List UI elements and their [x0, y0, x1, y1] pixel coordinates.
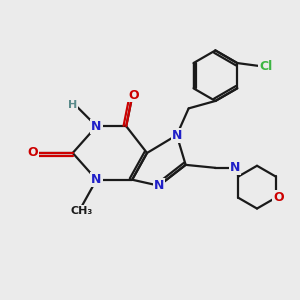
Text: N: N [154, 179, 164, 192]
Text: O: O [273, 191, 284, 204]
Text: O: O [128, 88, 139, 101]
Text: CH₃: CH₃ [70, 206, 93, 216]
Text: H: H [68, 100, 77, 110]
Text: N: N [172, 129, 182, 142]
Text: O: O [27, 146, 38, 160]
Text: N: N [230, 161, 240, 174]
Text: Cl: Cl [259, 59, 272, 73]
Text: N: N [91, 120, 102, 133]
Text: N: N [91, 173, 102, 186]
